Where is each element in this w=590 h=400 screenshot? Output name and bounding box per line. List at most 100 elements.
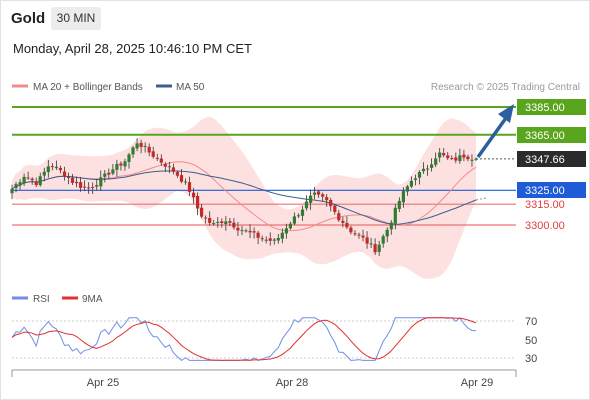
candle-body <box>430 164 434 168</box>
ma50-line <box>11 170 477 225</box>
candle-body <box>333 205 337 212</box>
candle-body <box>119 163 123 166</box>
label-bg-3365 <box>517 127 586 143</box>
candle-body <box>123 161 127 167</box>
candle-body <box>426 168 430 170</box>
candle-body <box>111 169 115 174</box>
candle-body <box>405 186 409 192</box>
candle-body <box>450 158 454 160</box>
price-label-3385: 3385.00 <box>525 102 565 114</box>
candle-body <box>357 234 361 236</box>
candle-body <box>462 154 466 158</box>
candles-layer <box>10 138 478 256</box>
candle-body <box>325 197 329 201</box>
candle-body <box>151 151 155 157</box>
candle-body <box>421 168 426 172</box>
rsi-ma-line <box>11 317 477 361</box>
timeframe-button[interactable]: 30 MIN <box>51 7 101 30</box>
label-bg-3385 <box>517 99 586 115</box>
header: Gold 30 MIN <box>0 0 590 36</box>
candle-body <box>397 200 401 209</box>
candle-body <box>42 171 46 176</box>
candle-body <box>409 180 413 187</box>
candle-body <box>365 237 369 244</box>
candle-body <box>62 171 67 177</box>
moving-averages-layer <box>11 161 487 232</box>
candle-body <box>313 192 317 195</box>
candle-body <box>115 163 119 170</box>
rsi-ma-legend-label: 9MA <box>82 294 103 305</box>
candle-body <box>103 173 107 177</box>
ma50-legend-label: MA 50 <box>176 82 205 93</box>
candle-body <box>470 159 474 161</box>
candle-body <box>434 158 438 165</box>
candle-body <box>248 230 252 233</box>
rsi-tick-70: 70 <box>525 316 537 328</box>
candle-body <box>353 233 357 235</box>
candle-body <box>79 182 83 188</box>
candle-body <box>373 244 377 253</box>
candle-body <box>179 175 184 182</box>
candle-body <box>30 178 34 181</box>
label-bg-3325 <box>517 182 586 198</box>
candle-body <box>369 243 373 245</box>
candle-body <box>107 172 111 175</box>
candle-body <box>292 216 296 224</box>
candle-body <box>87 187 91 189</box>
x-label-apr29: Apr 29 <box>461 377 493 389</box>
candle-body <box>155 157 159 159</box>
timestamp: Monday, April 28, 2025 10:46:10 PM CET <box>13 41 252 56</box>
rsi-line <box>11 317 476 362</box>
candle-body <box>127 154 131 162</box>
forecast-arrow <box>476 116 508 159</box>
price-label-3315: 3315.00 <box>525 199 565 211</box>
candle-body <box>317 191 321 195</box>
candle-body <box>268 238 272 241</box>
candle-body <box>276 238 280 241</box>
price-label-3325: 3325.00 <box>525 185 565 197</box>
candle-body <box>159 158 163 163</box>
candle-body <box>309 195 313 203</box>
candle-body <box>10 189 14 194</box>
candle-body <box>46 166 50 173</box>
candle-body <box>466 156 470 160</box>
candle-body <box>147 146 151 153</box>
candle-body <box>187 182 192 192</box>
candle-body <box>284 228 288 234</box>
instrument-title: Gold <box>11 10 46 27</box>
candle-body <box>204 217 208 219</box>
candle-body <box>131 147 135 155</box>
candle-body <box>442 153 446 156</box>
candle-body <box>389 222 393 230</box>
candle-body <box>304 201 309 209</box>
candle-body <box>14 184 18 188</box>
price-label-3365: 3365.00 <box>525 130 565 142</box>
candle-body <box>256 232 260 238</box>
candle-body <box>446 155 450 159</box>
candle-body <box>377 244 381 252</box>
candle-body <box>349 227 353 233</box>
candle-body <box>252 231 256 233</box>
candle-body <box>438 152 442 158</box>
candle-body <box>272 239 276 241</box>
candle-body <box>139 142 143 147</box>
candle-body <box>18 182 22 186</box>
x-label-apr28: Apr 28 <box>276 377 308 389</box>
candle-body <box>83 186 87 188</box>
candle-body <box>54 166 58 169</box>
candle-body <box>300 209 305 216</box>
candle-body <box>58 168 62 171</box>
source-credit: Research © 2025 Trading Central <box>431 82 580 93</box>
candle-body <box>99 177 103 187</box>
candle-body <box>345 222 349 228</box>
candle-body <box>196 196 200 209</box>
candle-body <box>236 227 240 231</box>
price-labels: 3385.00 3365.00 3347.66 3325.00 3315.00 … <box>517 99 586 232</box>
candle-body <box>212 223 216 225</box>
candle-body <box>175 172 179 176</box>
candle-body <box>26 177 30 179</box>
bollinger-band-layer <box>12 116 476 280</box>
candle-body <box>75 181 79 184</box>
candle-body <box>288 223 292 229</box>
candle-body <box>34 181 38 186</box>
